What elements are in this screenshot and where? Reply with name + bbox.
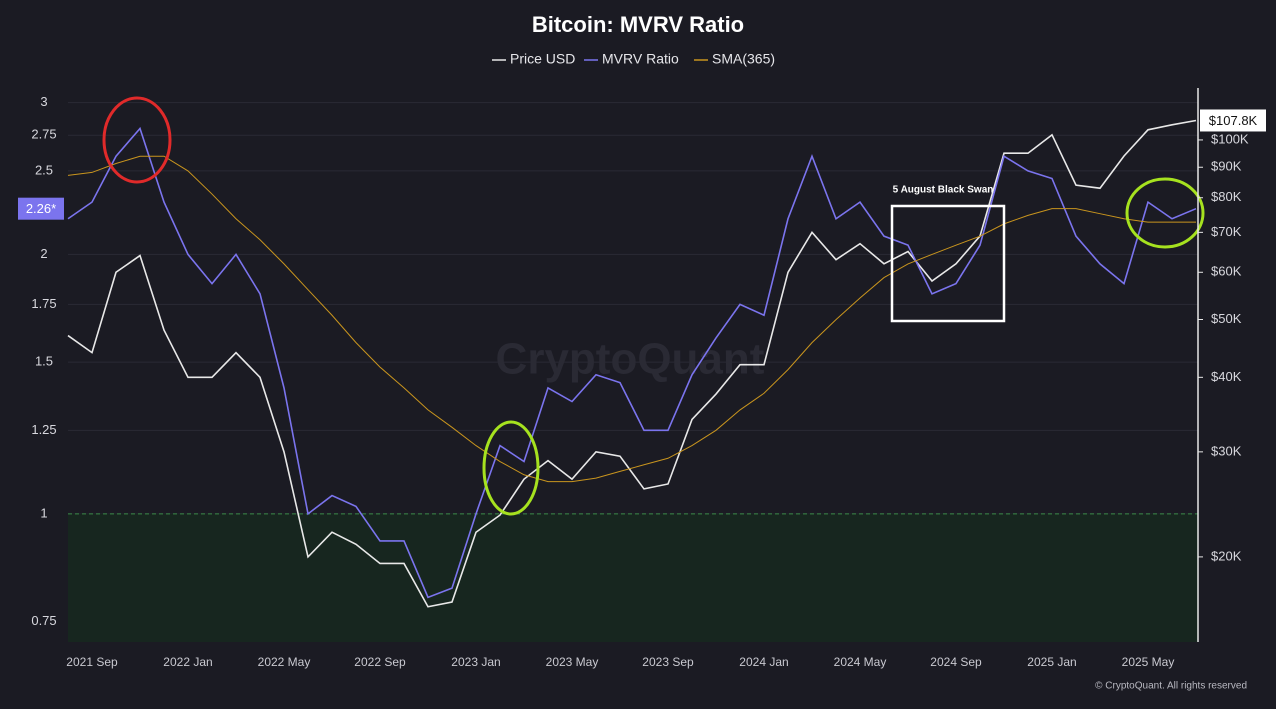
legend: Price USD MVRV Ratio SMA(365) xyxy=(492,51,775,67)
y2-tick-label: $100K xyxy=(1211,131,1249,146)
x-tick-label: 2025 May xyxy=(1122,655,1175,669)
y2-tick-label: $30K xyxy=(1211,443,1242,458)
copyright: © CryptoQuant. All rights reserved xyxy=(1095,681,1247,692)
series-line xyxy=(67,126,1197,599)
y2-tick-label: $70K xyxy=(1211,224,1242,239)
y-tick-label: 2 xyxy=(40,246,47,261)
y-tick-label: 1.25 xyxy=(31,422,56,437)
legend-label: Price USD xyxy=(510,51,575,67)
y2-tick-label: $40K xyxy=(1211,369,1242,384)
current-value-label: $107.8K xyxy=(1209,113,1258,128)
axes: 0.75 1 1.25 1.5 1.75 2 2.5 2.75 3 $20K $30K $40K $50… xyxy=(18,94,1266,669)
x-tick-label: 2021 Sep xyxy=(66,655,118,669)
y-tick-label: 1 xyxy=(40,505,47,520)
y2-tick-label: $20K xyxy=(1211,548,1242,563)
current-value-label: 2.26* xyxy=(26,201,56,216)
y-tick-label: 1.75 xyxy=(31,296,56,311)
watermark: CryptoQuant xyxy=(496,335,765,384)
x-tick-label: 2022 Jan xyxy=(163,655,212,669)
x-tick-label: 2024 Sep xyxy=(930,655,982,669)
y-tick-label: 0.75 xyxy=(31,613,56,628)
y2-tick-label: $60K xyxy=(1211,264,1242,279)
current-value-box xyxy=(18,197,64,220)
x-tick-label: 2023 Sep xyxy=(642,655,694,669)
series-line xyxy=(67,119,1197,608)
x-tick-label: 2025 Jan xyxy=(1027,655,1076,669)
highlight-box xyxy=(890,204,1006,323)
x-tick-label: 2022 May xyxy=(258,655,311,669)
legend-label: SMA(365) xyxy=(712,51,775,67)
lines xyxy=(67,119,1197,608)
highlight-circle xyxy=(482,420,540,516)
chart-title: Bitcoin: MVRV Ratio xyxy=(532,12,744,37)
x-tick-label: 2023 May xyxy=(546,655,599,669)
y2-tick-label: $90K xyxy=(1211,159,1242,174)
x-tick-label: 2022 Sep xyxy=(354,655,406,669)
current-value-box xyxy=(1200,109,1266,132)
annotation: 5 August Black Swan xyxy=(893,185,994,196)
series-line xyxy=(67,155,1196,483)
highlight-circle xyxy=(1125,177,1205,249)
y-tick-label: 2.5 xyxy=(35,162,53,177)
x-tick-label: 2024 May xyxy=(834,655,887,669)
undervalued-zone xyxy=(68,513,1198,642)
x-tick-label: 2023 Jan xyxy=(451,655,500,669)
x-tick-label: 2024 Jan xyxy=(739,655,788,669)
highlights: 5 August Black Swan xyxy=(102,96,1205,516)
y2-tick-label: $50K xyxy=(1211,311,1242,326)
legend-label: MVRV Ratio xyxy=(602,51,679,67)
y-tick-label: 1.5 xyxy=(35,354,53,369)
y-tick-label: 2.75 xyxy=(31,127,56,142)
y-tick-label: 3 xyxy=(40,94,47,109)
highlight-circle xyxy=(102,96,172,184)
threshold-zone xyxy=(68,513,1198,642)
y2-tick-label: $80K xyxy=(1211,189,1242,204)
